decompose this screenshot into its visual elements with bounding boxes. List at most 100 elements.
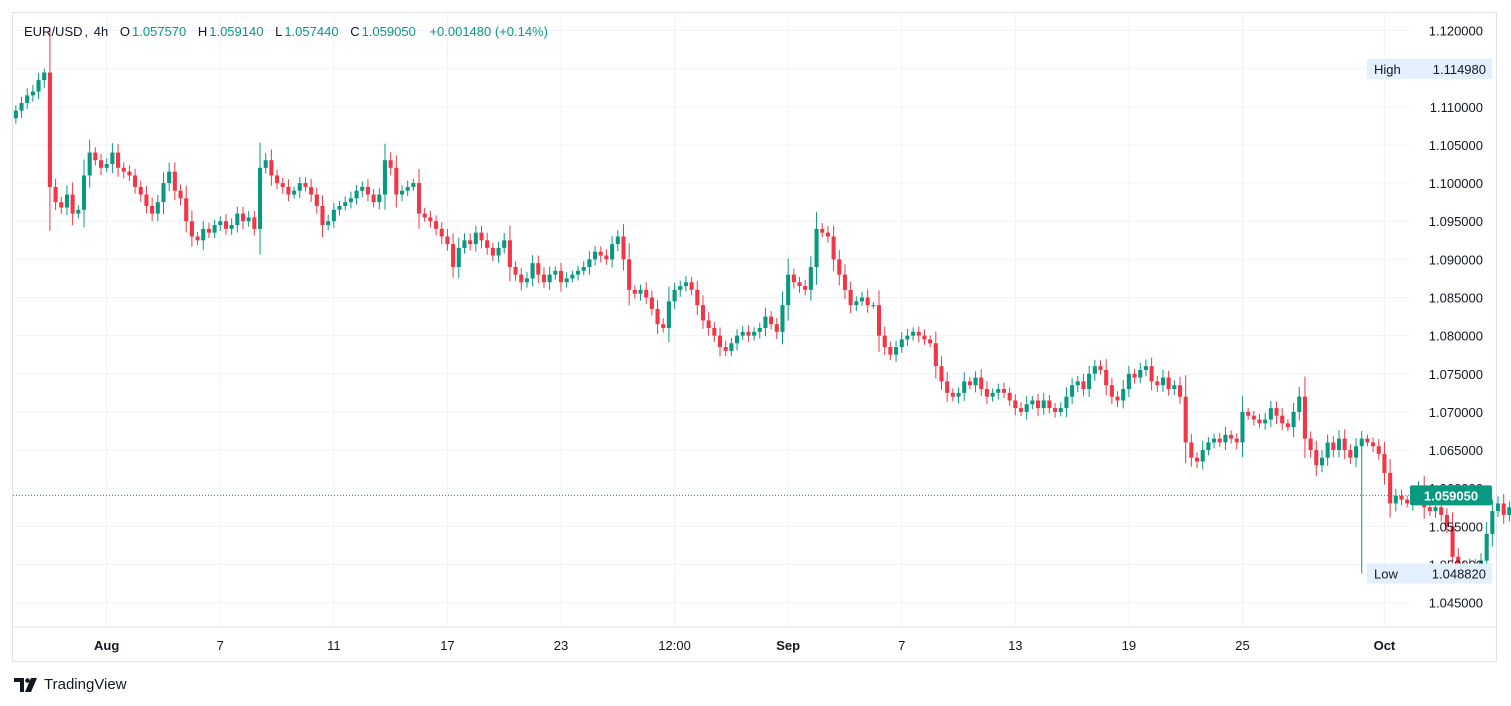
candle [797,276,802,293]
candle [1160,369,1166,392]
candle-body [53,186,58,203]
candle [649,290,654,316]
candle-body [740,331,745,336]
candle [700,295,706,329]
candle-body [689,282,694,290]
candle-body [297,183,302,191]
candle [524,272,529,288]
candle [905,328,910,346]
candle-body [916,331,921,336]
candle [1183,375,1188,464]
candle-body [1302,396,1307,439]
candle [871,301,876,309]
candle-body [490,247,495,256]
candle-body [462,240,467,248]
change-value: +0.001480 (+0.14%) [429,24,548,39]
candle [570,270,575,283]
candle-body [1285,423,1290,428]
candle [382,143,388,210]
candle [757,322,762,339]
candle-body [979,377,984,390]
candle [911,327,916,341]
price-axis[interactable]: 1.1200001.1150001.1100001.1050001.100000… [1429,24,1483,611]
candle-body [206,228,211,233]
candle [269,149,274,186]
candle [513,261,518,281]
candle-body [263,160,268,168]
candle-body [700,305,706,321]
candle-body [598,251,603,256]
candle [1382,441,1387,485]
candle-body [343,202,348,206]
candle [1189,433,1194,467]
candle-body [865,297,870,306]
low-marker-label: Low [1374,566,1398,581]
tradingview-brand[interactable]: TradingView [14,676,127,693]
time-tick-label: 23 [554,638,568,653]
candle [144,186,149,214]
candle-body [780,305,785,332]
candle-body [712,328,717,336]
candle [110,143,115,173]
candle-body [1246,411,1251,416]
low-label: L [275,24,283,39]
candle [683,275,688,292]
candle-body [882,335,887,348]
candle [1336,430,1342,458]
candle [1348,444,1353,464]
candle-body [1490,511,1495,534]
candle [1138,362,1143,384]
candle-body [76,209,81,214]
candle [473,225,478,252]
candle [1172,380,1177,395]
candle [627,243,632,306]
candle-body [1433,507,1438,512]
candle [1166,370,1171,396]
candle-body [416,183,422,214]
candle-body [1495,503,1501,512]
candle [740,325,745,341]
high-marker-value: 1.114980 [1433,62,1486,77]
candle [218,216,223,231]
high-low-markers: 1.059050 High 1.114980 Low 1.048820 [1367,58,1492,584]
candle-body [59,202,64,208]
candle-body [30,91,35,96]
candle [1365,434,1370,447]
candle [678,280,683,297]
candle-body [933,343,938,367]
candle [456,237,461,279]
candle [1030,396,1035,410]
time-axis[interactable]: Aug 7 11 17 23 12:00 Sep 7 13 19 25 Oct [94,638,1396,653]
symbol-name[interactable]: EUR/USD [24,24,83,39]
candle [564,272,569,288]
candle [331,203,336,228]
interval-label[interactable]: 4h [93,24,109,39]
candle [343,196,348,211]
candle-body [871,305,876,307]
candle-body [93,152,98,161]
time-tick-label: 7 [217,638,224,653]
candle-body [399,190,405,195]
candle [1331,436,1336,458]
candle [1274,401,1279,424]
candle [138,180,143,202]
candle [25,88,30,109]
candle-body [1229,434,1234,439]
candle-body [1217,438,1222,443]
time-tick-label: Aug [94,638,119,653]
candle-body [905,335,910,340]
candle [127,165,132,181]
candle-body [519,274,524,283]
candle-body [899,339,904,348]
candle [689,276,694,296]
candle-body [1388,472,1393,504]
candle-body [1035,400,1041,409]
candle-body [621,236,626,260]
candle [717,327,723,357]
candle [553,266,558,280]
candle-body [1405,499,1410,504]
candle-body [371,194,376,203]
candle-body [683,282,688,287]
close-value: 1.059050 [361,24,416,39]
